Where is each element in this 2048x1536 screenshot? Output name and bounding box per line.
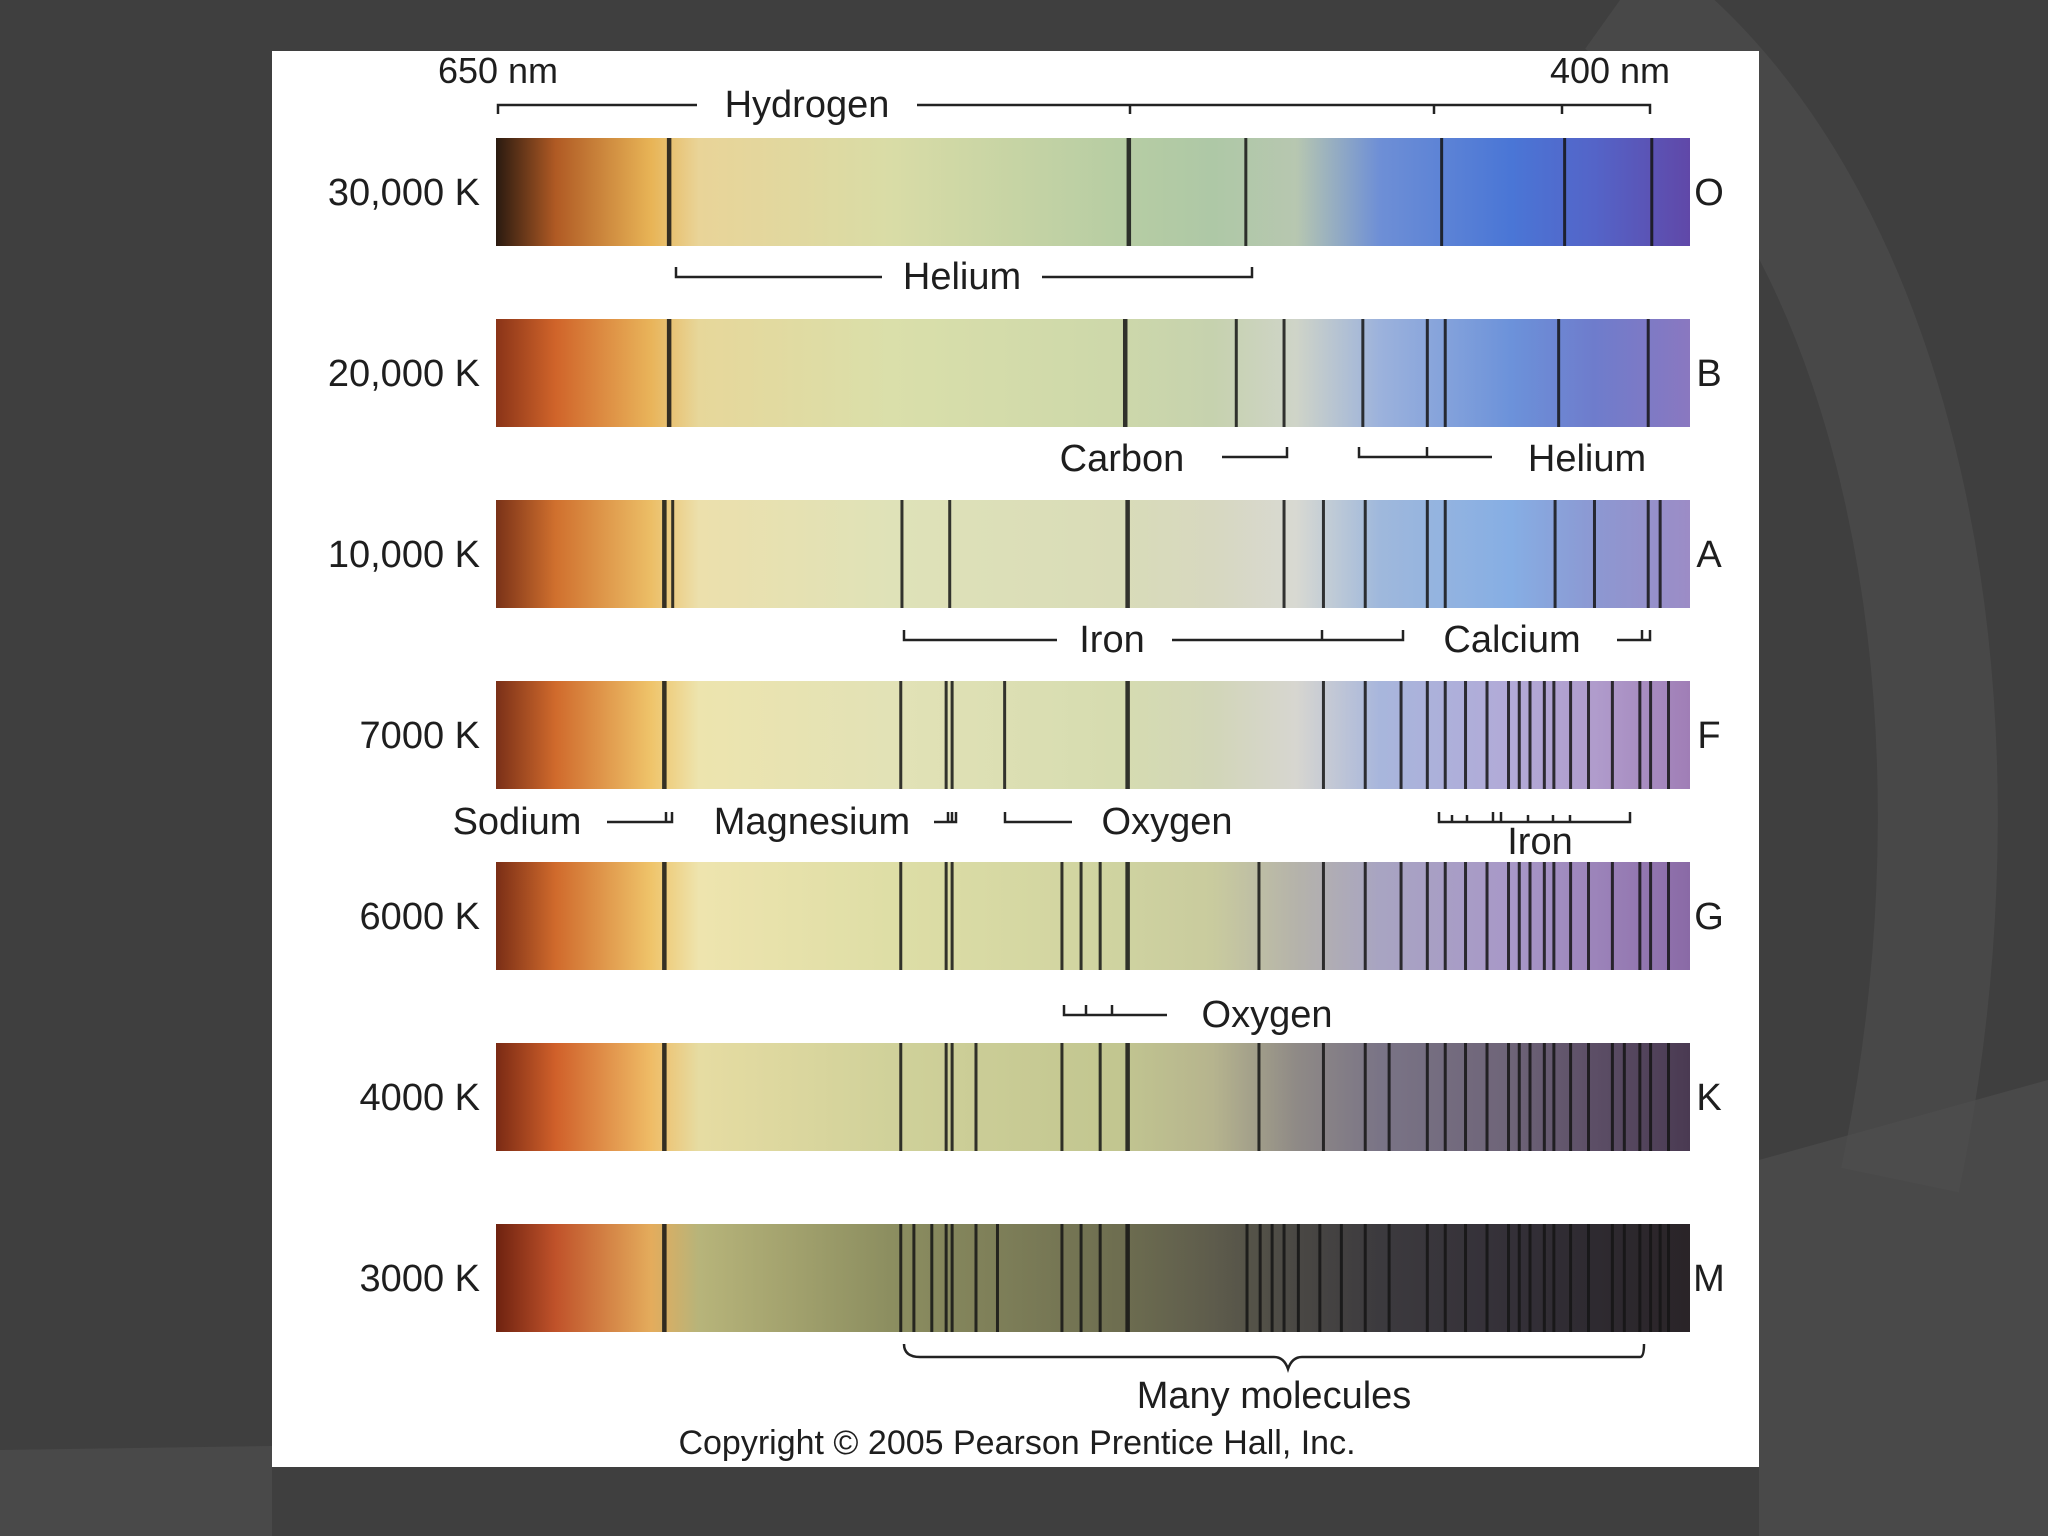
- spectrum-a: 10,000 K A: [328, 500, 1722, 608]
- helium-bracket-b: Helium: [1357, 438, 1646, 480]
- background-arc: [1759, 1080, 2048, 1536]
- spectrum-strip-a: [496, 500, 1690, 608]
- label-hydrogen: Hydrogen: [725, 84, 890, 126]
- carbon-bracket: Carbon: [1060, 438, 1289, 480]
- temperature-label-g: 6000 K: [360, 896, 480, 938]
- spectrum-f: 7000 K F: [360, 681, 1721, 789]
- spectral-class-label-o: O: [1694, 172, 1724, 214]
- label-iron-a: Iron: [1079, 619, 1144, 661]
- label-helium-o: Helium: [903, 256, 1021, 298]
- spectrum-strip-g: [496, 862, 1690, 970]
- temperature-label-a: 10,000 K: [328, 534, 480, 576]
- spectrum-b: 20,000 K B: [328, 319, 1722, 427]
- helium-bracket-o: Helium: [674, 256, 1254, 298]
- calcium-bracket: Calcium: [1443, 619, 1652, 661]
- spectral-class-label-g: G: [1694, 896, 1724, 938]
- temperature-label-f: 7000 K: [360, 715, 480, 757]
- magnesium-bracket: Magnesium: [714, 801, 958, 843]
- iron-bracket-f: Iron: [1437, 812, 1632, 863]
- label-carbon: Carbon: [1060, 438, 1185, 480]
- spectrum-strip-o: [496, 138, 1690, 246]
- spectrum-m: 3000 K M: [360, 1224, 1725, 1332]
- spectrum-strip-f: [496, 681, 1690, 789]
- hydrogen-bracket: Hydrogen: [496, 84, 1652, 126]
- spectrum-g: 6000 K G: [360, 862, 1724, 970]
- label-oxygen-f: Oxygen: [1102, 801, 1233, 843]
- spectral-class-label-a: A: [1696, 534, 1722, 576]
- spectral-class-label-f: F: [1697, 715, 1720, 757]
- sodium-bracket: Sodium: [453, 801, 674, 843]
- temperature-label-m: 3000 K: [360, 1258, 480, 1300]
- label-oxygen-g: Oxygen: [1202, 994, 1333, 1036]
- label-iron-f: Iron: [1507, 821, 1572, 863]
- spectrum-k: 4000 K K: [360, 1043, 1722, 1151]
- temperature-label-b: 20,000 K: [328, 353, 480, 395]
- temperature-label-o: 30,000 K: [328, 172, 480, 214]
- background-arc: [0, 1446, 272, 1536]
- axis-label-650nm: 650 nm: [438, 51, 558, 91]
- spectra-figure-panel: 650 nm 400 nm Hydrogen 30,000 K O 20,000 K…: [272, 51, 1759, 1467]
- axis-label-400nm: 400 nm: [1550, 51, 1670, 91]
- spectral-class-label-b: B: [1696, 353, 1721, 395]
- spectral-class-label-k: K: [1696, 1077, 1721, 1119]
- copyright-notice: Copyright © 2005 Pearson Prentice Hall, …: [678, 1424, 1355, 1462]
- oxygen-bracket-f: Oxygen: [1003, 801, 1233, 843]
- spectral-class-label-m: M: [1693, 1258, 1725, 1300]
- spectrum-o: 30,000 K O: [328, 138, 1724, 246]
- oxygen-bracket-g: Oxygen: [1062, 994, 1333, 1036]
- label-many-molecules: Many molecules: [1137, 1375, 1412, 1417]
- molecules-bracket: Many molecules: [902, 1343, 1646, 1417]
- label-magnesium: Magnesium: [714, 801, 910, 843]
- stellar-spectra-diagram: 650 nm 400 nm Hydrogen 30,000 K O 20,000 K…: [328, 51, 1725, 1462]
- spectrum-strip-m: [496, 1224, 1690, 1332]
- label-helium-b: Helium: [1528, 438, 1646, 480]
- label-sodium: Sodium: [453, 801, 582, 843]
- spectrum-strip-k: [496, 1043, 1690, 1151]
- spectrum-strip-b: [496, 319, 1690, 427]
- temperature-label-k: 4000 K: [360, 1077, 480, 1119]
- iron-bracket-a: Iron: [902, 619, 1405, 661]
- label-calcium: Calcium: [1443, 619, 1580, 661]
